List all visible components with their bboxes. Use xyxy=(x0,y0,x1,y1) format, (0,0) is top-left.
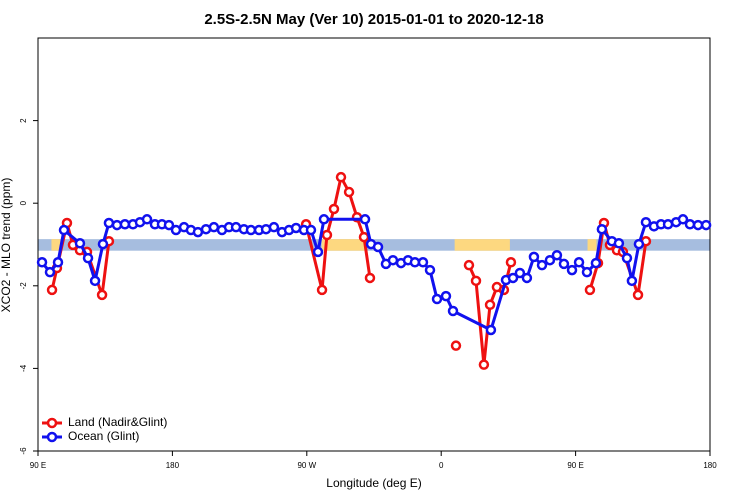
data-point xyxy=(536,259,548,271)
data-point xyxy=(573,257,585,268)
data-point xyxy=(447,305,459,317)
x-tick-label: 90 W xyxy=(297,461,316,470)
data-point xyxy=(305,224,317,236)
data-point xyxy=(484,299,496,311)
data-point xyxy=(485,324,497,336)
plot-frame xyxy=(37,37,711,452)
data-point xyxy=(700,219,712,231)
data-point xyxy=(74,238,86,249)
data-point xyxy=(343,186,355,198)
data-point xyxy=(318,214,330,225)
x-tick-label: 180 xyxy=(703,461,717,470)
data-point xyxy=(36,257,48,268)
band-highlight xyxy=(321,239,367,251)
y-axis-label: XCO2 - MLO trend (ppm) xyxy=(0,178,13,313)
data-point xyxy=(505,257,517,268)
legend-label: Ocean (Glint) xyxy=(68,429,139,443)
data-point xyxy=(409,257,421,268)
data-point xyxy=(662,219,674,230)
x-tick-label: 90 E xyxy=(567,461,583,470)
data-point xyxy=(119,219,131,230)
data-point xyxy=(170,224,182,236)
data-point xyxy=(621,252,633,264)
data-point xyxy=(364,272,376,284)
x-tick-label: 0 xyxy=(439,461,444,470)
y-tick-label: -6 xyxy=(19,447,28,455)
y-tick-label: -2 xyxy=(19,282,28,290)
data-point xyxy=(245,224,257,236)
x-tick-label: 180 xyxy=(166,461,180,470)
data-point xyxy=(450,340,462,351)
data-point xyxy=(463,259,475,271)
data-point xyxy=(521,272,533,284)
data-point xyxy=(528,251,540,263)
data-point xyxy=(613,238,625,249)
data-point xyxy=(335,171,347,183)
data-point xyxy=(626,275,638,287)
band-highlight xyxy=(454,239,510,251)
band-highlight xyxy=(51,239,61,251)
y-tick-label: -4 xyxy=(19,364,28,372)
data-point xyxy=(470,275,482,287)
data-point xyxy=(97,238,109,250)
legend-marker xyxy=(46,431,58,443)
series-line xyxy=(40,217,707,332)
data-point xyxy=(89,275,101,287)
data-point xyxy=(103,217,115,229)
y-tick-label: 0 xyxy=(19,200,28,205)
data-point xyxy=(312,246,324,258)
data-point xyxy=(551,249,563,261)
data-point xyxy=(58,224,70,236)
data-point xyxy=(387,254,399,266)
data-point xyxy=(424,264,436,276)
data-point xyxy=(633,238,645,250)
data-point xyxy=(46,284,58,296)
data-point xyxy=(514,267,526,279)
data-point xyxy=(596,223,608,235)
data-point xyxy=(692,219,704,231)
data-point xyxy=(632,289,644,301)
data-point xyxy=(359,214,371,225)
data-point xyxy=(268,221,280,233)
data-point xyxy=(208,221,220,233)
data-point xyxy=(640,216,652,228)
legend-label: Land (Nadir&Glint) xyxy=(68,415,167,429)
chart-title: 2.5S-2.5N May (Ver 10) 2015-01-01 to 202… xyxy=(204,11,543,28)
data-point xyxy=(96,289,108,301)
legend-marker xyxy=(46,417,58,429)
data-point xyxy=(358,231,370,243)
data-point xyxy=(163,219,175,231)
data-point xyxy=(82,252,94,264)
data-point xyxy=(192,226,204,238)
data-point xyxy=(52,257,64,268)
x-axis-label: Longitude (deg E) xyxy=(326,476,421,490)
data-point xyxy=(321,229,333,241)
data-point xyxy=(328,203,340,215)
data-point xyxy=(581,266,593,278)
data-point xyxy=(584,284,596,296)
data-point xyxy=(544,254,556,266)
y-tick-label: 2 xyxy=(19,118,28,123)
data-point xyxy=(566,264,578,276)
data-point xyxy=(684,219,696,230)
data-point xyxy=(478,359,490,370)
data-point xyxy=(141,214,153,225)
data-point xyxy=(590,257,602,269)
data-point xyxy=(507,272,519,284)
data-point xyxy=(431,293,443,305)
data-point xyxy=(677,214,689,225)
data-point xyxy=(372,241,384,253)
data-point xyxy=(44,266,56,278)
data-point xyxy=(558,258,570,270)
band-highlight xyxy=(587,239,597,251)
data-point xyxy=(417,257,429,268)
data-point xyxy=(440,290,452,302)
data-point xyxy=(316,284,328,296)
x-tick-label: 90 E xyxy=(30,461,46,470)
